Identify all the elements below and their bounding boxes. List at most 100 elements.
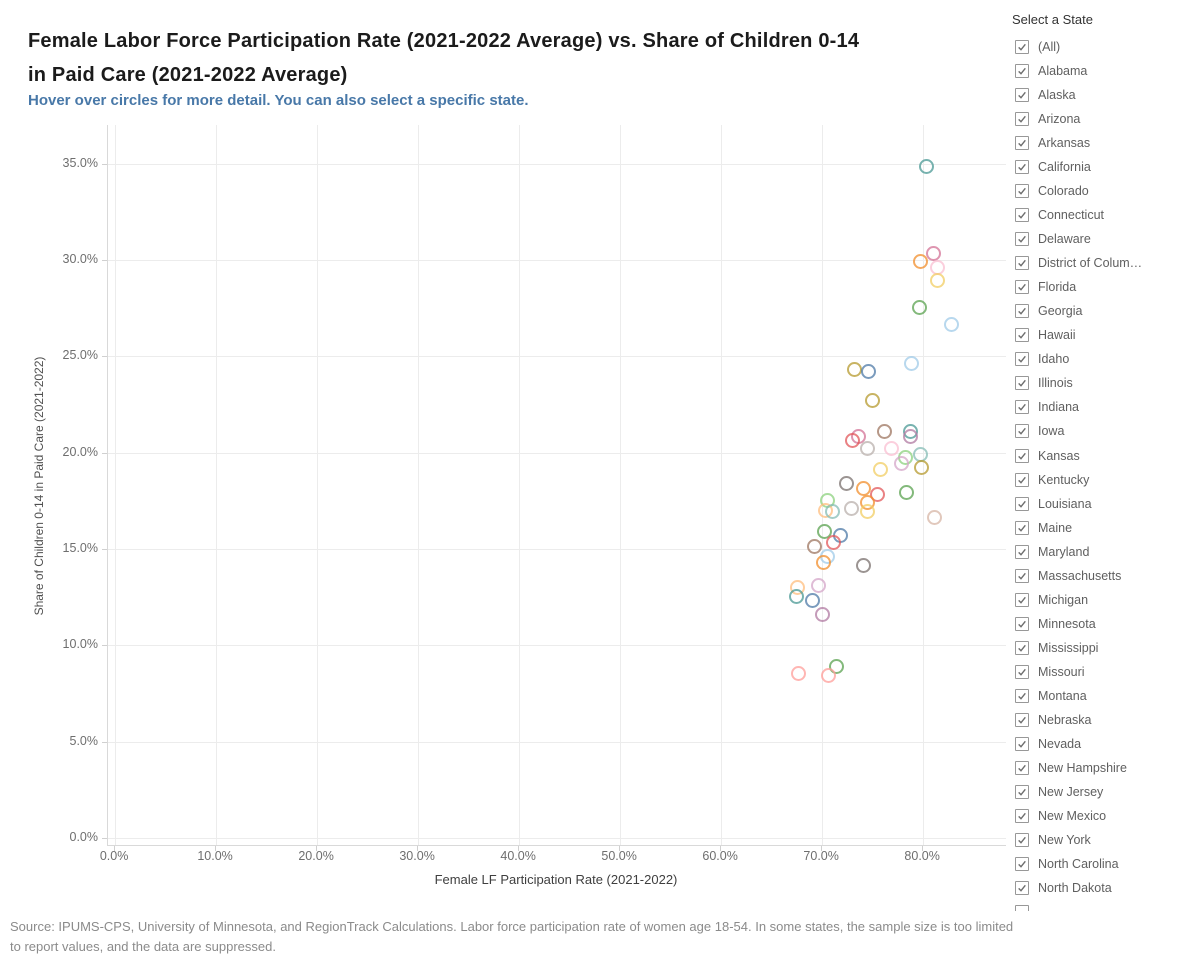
state-filter-row[interactable]: Florida: [1015, 275, 1076, 299]
scatter-point[interactable]: [817, 523, 833, 539]
scatter-point[interactable]: [903, 429, 919, 445]
scatter-point[interactable]: [816, 554, 832, 570]
scatter-point[interactable]: [904, 356, 920, 372]
checkbox-checked-icon[interactable]: [1015, 520, 1029, 535]
state-filter-row[interactable]: New Jersey: [1015, 780, 1103, 804]
state-filter-row[interactable]: Delaware: [1015, 227, 1091, 251]
state-filter-row-partial[interactable]: [1015, 900, 1038, 911]
checkbox-checked-icon[interactable]: [1015, 808, 1029, 823]
state-filter-row[interactable]: Nevada: [1015, 732, 1081, 756]
checkbox-checked-icon[interactable]: [1015, 784, 1029, 799]
checkbox-checked-icon[interactable]: [1015, 328, 1029, 343]
scatter-point[interactable]: [899, 485, 914, 501]
checkbox-checked-icon[interactable]: [1015, 88, 1029, 103]
checkbox-checked-icon[interactable]: [1015, 208, 1029, 223]
state-filter-row[interactable]: North Carolina: [1015, 852, 1119, 876]
state-filter-row[interactable]: Louisiana: [1015, 492, 1092, 516]
scatter-point[interactable]: [912, 300, 928, 316]
scatter-point[interactable]: [821, 668, 837, 684]
state-filter-row[interactable]: Alabama: [1015, 59, 1087, 83]
checkbox-checked-icon[interactable]: [1015, 256, 1029, 271]
scatter-point[interactable]: [913, 253, 929, 269]
checkbox-checked-icon[interactable]: [1015, 280, 1029, 295]
scatter-point[interactable]: [855, 558, 871, 574]
state-filter-row[interactable]: Maryland: [1015, 540, 1089, 564]
checkbox-checked-icon[interactable]: [1015, 905, 1029, 911]
scatter-point[interactable]: [876, 423, 892, 439]
checkbox-checked-icon[interactable]: [1015, 857, 1029, 872]
state-filter-row[interactable]: Illinois: [1015, 371, 1073, 395]
scatter-point[interactable]: [927, 510, 943, 526]
checkbox-checked-icon[interactable]: [1015, 472, 1029, 487]
checkbox-checked-icon[interactable]: [1015, 112, 1029, 127]
scatter-point[interactable]: [869, 487, 885, 503]
state-filter-row[interactable]: Missouri: [1015, 660, 1085, 684]
checkbox-checked-icon[interactable]: [1015, 616, 1029, 631]
checkbox-checked-icon[interactable]: [1015, 304, 1029, 319]
checkbox-checked-icon[interactable]: [1015, 496, 1029, 511]
checkbox-checked-icon[interactable]: [1015, 40, 1029, 54]
state-filter-row[interactable]: Arizona: [1015, 107, 1080, 131]
state-filter-row[interactable]: Montana: [1015, 684, 1087, 708]
scatter-point[interactable]: [825, 504, 841, 520]
scatter-point[interactable]: [845, 433, 861, 449]
checkbox-checked-icon[interactable]: [1015, 592, 1029, 607]
state-filter-row[interactable]: (All): [1015, 35, 1060, 59]
scatter-point[interactable]: [914, 460, 930, 476]
state-filter-row[interactable]: Mississippi: [1015, 636, 1098, 660]
state-filter-row[interactable]: Michigan: [1015, 588, 1088, 612]
checkbox-checked-icon[interactable]: [1015, 712, 1029, 727]
scatter-point[interactable]: [919, 159, 935, 175]
state-filter-row[interactable]: Massachusetts: [1015, 564, 1121, 588]
checkbox-checked-icon[interactable]: [1015, 376, 1029, 391]
checkbox-checked-icon[interactable]: [1015, 448, 1029, 463]
scatter-point[interactable]: [826, 535, 842, 551]
state-filter-row[interactable]: Iowa: [1015, 419, 1064, 443]
checkbox-checked-icon[interactable]: [1015, 736, 1029, 751]
checkbox-checked-icon[interactable]: [1015, 232, 1029, 247]
scatter-point[interactable]: [844, 500, 860, 516]
scatter-point[interactable]: [811, 577, 827, 593]
checkbox-checked-icon[interactable]: [1015, 640, 1029, 655]
checkbox-checked-icon[interactable]: [1015, 64, 1029, 79]
state-filter-row[interactable]: Indiana: [1015, 395, 1079, 419]
state-filter-row[interactable]: Idaho: [1015, 347, 1069, 371]
scatter-point[interactable]: [926, 246, 942, 262]
state-filter-row[interactable]: Minnesota: [1015, 612, 1096, 636]
scatter-point[interactable]: [864, 392, 880, 408]
checkbox-checked-icon[interactable]: [1015, 760, 1029, 775]
state-filter-row[interactable]: Kansas: [1015, 444, 1080, 468]
state-filter-row[interactable]: Colorado: [1015, 179, 1089, 203]
state-filter-row[interactable]: California: [1015, 155, 1091, 179]
state-filter-row[interactable]: Nebraska: [1015, 708, 1092, 732]
checkbox-checked-icon[interactable]: [1015, 424, 1029, 439]
scatter-point[interactable]: [788, 589, 804, 605]
checkbox-checked-icon[interactable]: [1015, 184, 1029, 199]
state-filter-row[interactable]: Arkansas: [1015, 131, 1090, 155]
scatter-point[interactable]: [805, 593, 821, 609]
scatter-point[interactable]: [790, 666, 806, 682]
scatter-point[interactable]: [883, 440, 899, 456]
scatter-point[interactable]: [807, 539, 823, 555]
checkbox-checked-icon[interactable]: [1015, 136, 1029, 151]
state-filter-row[interactable]: New Hampshire: [1015, 756, 1127, 780]
scatter-point[interactable]: [859, 504, 875, 520]
scatter-point[interactable]: [839, 475, 855, 491]
scatter-point[interactable]: [930, 273, 946, 289]
scatter-point[interactable]: [944, 317, 960, 333]
checkbox-checked-icon[interactable]: [1015, 544, 1029, 559]
checkbox-checked-icon[interactable]: [1015, 400, 1029, 415]
state-filter-row[interactable]: Georgia: [1015, 299, 1082, 323]
state-filter-row[interactable]: District of Colum…: [1015, 251, 1142, 275]
state-filter-row[interactable]: Connecticut: [1015, 203, 1104, 227]
checkbox-checked-icon[interactable]: [1015, 352, 1029, 367]
state-filter-row[interactable]: Maine: [1015, 516, 1072, 540]
state-filter-row[interactable]: Alaska: [1015, 83, 1076, 107]
scatter-point[interactable]: [859, 440, 875, 456]
checkbox-checked-icon[interactable]: [1015, 568, 1029, 583]
checkbox-checked-icon[interactable]: [1015, 688, 1029, 703]
checkbox-checked-icon[interactable]: [1015, 881, 1029, 896]
scatter-point[interactable]: [872, 462, 888, 478]
state-filter-row[interactable]: New York: [1015, 828, 1091, 852]
checkbox-checked-icon[interactable]: [1015, 664, 1029, 679]
